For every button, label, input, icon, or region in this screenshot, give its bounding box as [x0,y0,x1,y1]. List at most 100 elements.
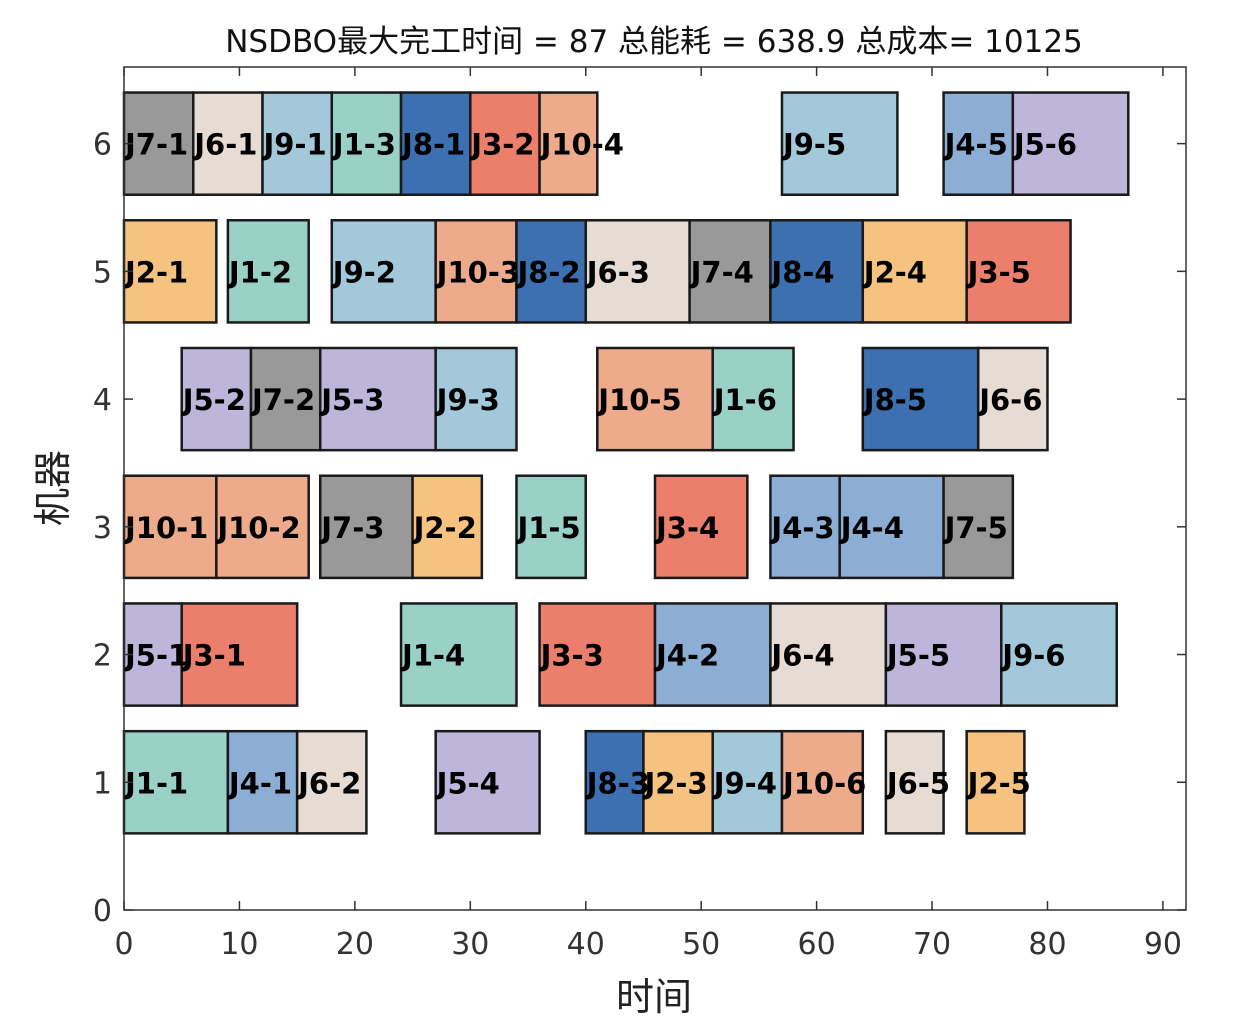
operation-bar [318,346,437,452]
y-tick-label: 3 [93,511,112,546]
operation-bar [965,219,1072,324]
operation-label: J8-3 [585,766,650,800]
operation-bar [180,346,253,452]
operation-bar [226,219,310,324]
operation-label: J2-4 [862,255,927,289]
operation-bar [780,729,865,835]
operation-label: J10-6 [781,766,866,800]
operation-label: J8-4 [769,255,834,289]
operation-label: J2-3 [642,766,707,800]
x-tick-label: 10 [220,927,258,962]
operation-bar [122,602,183,707]
operation-label: J5-4 [435,766,500,800]
plot-frame [123,66,1187,911]
operation-label: J10-2 [215,511,300,545]
operation-label: J5-6 [1012,128,1077,162]
operation-label: J9-1 [262,128,327,162]
operation-bar [861,219,968,324]
operation-label: J9-2 [331,255,396,289]
operation-bar [538,602,657,707]
operation-bar [861,346,980,452]
operation-bar [215,474,310,580]
y-tick-label: 2 [93,639,112,674]
y-tick-label: 0 [93,894,112,929]
operation-bar [838,474,945,580]
operation-label: J9-4 [712,766,777,800]
operation-label: J8-1 [400,128,465,162]
operation-label: J1-3 [331,128,396,162]
operation-label: J3-1 [181,639,246,673]
operation-bar [399,91,472,196]
operation-bar [122,219,218,324]
operation-bar [769,602,888,707]
operation-bar [976,346,1049,452]
operation-bar [249,346,322,452]
operation-label: J8-2 [515,255,580,289]
operation-label: J2-2 [412,511,477,545]
y-tick-label: 4 [93,383,112,418]
operation-label: J9-5 [781,128,846,162]
operation-bar [965,729,1026,835]
operation-label: J4-2 [654,639,719,673]
operation-bar [399,602,518,707]
operation-label: J5-5 [885,639,950,673]
operation-bar [261,91,334,196]
operation-label: J3-5 [966,255,1031,289]
operation-label: J7-1 [123,128,188,162]
operation-bar [942,474,1015,580]
x-axis-label: 时间 [616,975,692,1019]
operation-bar [769,219,865,324]
x-tick-label: 20 [336,927,374,962]
operation-label: J4-4 [839,511,904,545]
operation-label: J8-5 [862,383,927,417]
operation-label: J4-3 [769,511,834,545]
operation-bar [780,91,899,196]
operation-label: J6-1 [192,128,257,162]
operation-bar [653,602,772,707]
operation-bar [769,474,841,580]
x-tick-label: 0 [114,927,133,962]
operation-label: J4-1 [227,766,292,800]
operation-bar [584,219,691,324]
operation-bar [122,729,230,835]
operation-label: J3-4 [654,511,719,545]
bars-layer: J7-1 J6-1 J9-1 J1-3 J8-1 J3-2 J10-4 J9-5 J4-5 J5-… [122,91,1130,835]
operation-label: J1-5 [515,511,580,545]
x-tick-label: 90 [1144,927,1182,962]
operation-label: J10-1 [123,511,208,545]
operation-label: J10-5 [596,383,681,417]
operation-bar [295,729,368,835]
operation-label: J7-2 [250,383,315,417]
operation-label: J9-6 [1000,639,1065,673]
operation-bar [711,346,795,452]
operation-label: J7-4 [689,255,754,289]
operation-label: J5-2 [181,383,246,417]
operation-label: J10-3 [435,255,520,289]
operation-bar [653,474,749,580]
operation-bar [1011,91,1130,196]
operation-label: J9-3 [435,383,500,417]
operation-bar [122,474,218,580]
operation-label: J7-5 [943,511,1008,545]
operation-bar [584,729,645,835]
x-tick-label: 80 [1028,927,1066,962]
operation-label: J3-3 [539,639,604,673]
operation-bar [226,729,299,835]
x-tick-label: 50 [682,927,720,962]
operation-label: J1-2 [227,255,292,289]
operation-label: J10-4 [539,128,624,162]
operation-label: J1-4 [400,639,465,673]
operation-bar [942,91,1015,196]
operation-bar [596,346,714,452]
operation-bar [642,729,714,835]
operation-bar [330,219,437,324]
y-tick-label: 1 [93,766,112,801]
operation-label: J6-5 [885,766,950,800]
operation-bar [192,91,264,196]
operation-bar [434,219,518,324]
operation-bar [434,346,518,452]
chart-title: NSDBO最大完工时间 = 87 总能耗 = 638.9 总成本= 10125 [225,24,1083,60]
operation-label: J6-2 [296,766,361,800]
operation-bar [469,91,541,196]
